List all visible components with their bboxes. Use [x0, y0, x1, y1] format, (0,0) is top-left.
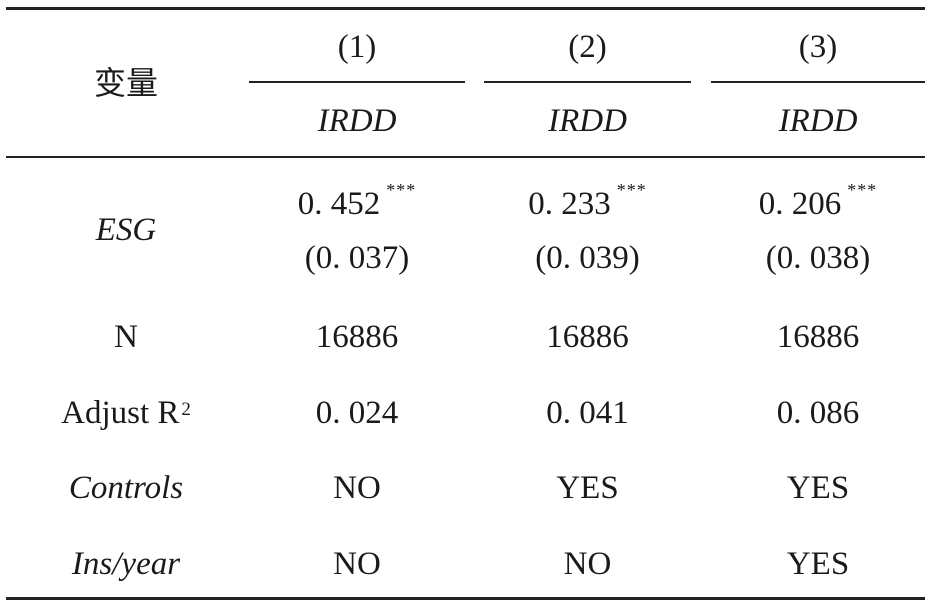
r2-value-1: 0. 024	[315, 394, 399, 431]
esg-se-2: (0. 039)	[535, 239, 640, 276]
esg-label: ESG	[95, 211, 157, 248]
column-3-underline	[711, 81, 925, 83]
r2-value-2: 0. 041	[546, 394, 629, 431]
n-value-3: 16886	[776, 318, 860, 355]
n-value-1: 16886	[315, 318, 399, 355]
top-rule	[6, 7, 925, 10]
esg-coef-3: 0. 206 ***	[711, 180, 925, 224]
ins-year-value-1: NO	[333, 545, 381, 582]
column-2-number: (2)	[568, 28, 607, 65]
controls-label: Controls	[68, 469, 184, 506]
controls-value-1: NO	[333, 469, 381, 506]
column-2-dependent: IRDD	[548, 102, 627, 139]
esg-coef-1: 0. 452 ***	[249, 180, 465, 224]
column-1-number: (1)	[337, 28, 377, 65]
bottom-rule	[6, 597, 925, 600]
ins-year-value-2: NO	[563, 545, 612, 582]
r2-label-superscript: 2	[181, 398, 191, 420]
ins-year-value-3: YES	[786, 545, 850, 582]
r2-label-text: Adjust R	[61, 394, 180, 431]
esg-coef-2: 0. 233 ***	[484, 180, 691, 224]
variable-header: 变量	[93, 64, 158, 102]
esg-coef-2-stars: ***	[616, 180, 647, 200]
r2-value-3: 0. 086	[776, 394, 860, 431]
column-1-dependent: IRDD	[317, 102, 397, 139]
column-3-number: (3)	[798, 28, 838, 65]
esg-coef-3-stars: ***	[847, 180, 878, 200]
esg-se-3: (0. 038)	[765, 239, 871, 276]
header-rule	[6, 156, 925, 158]
n-label: N	[114, 318, 138, 355]
esg-coef-3-value: 0. 206	[758, 185, 842, 222]
esg-coef-2-value: 0. 233	[528, 185, 611, 222]
column-2-underline	[484, 81, 691, 83]
esg-se-1: (0. 037)	[304, 239, 410, 276]
esg-coef-1-stars: ***	[386, 180, 417, 200]
controls-value-3: YES	[786, 469, 850, 506]
controls-value-2: YES	[556, 469, 619, 506]
column-1-underline	[249, 81, 465, 83]
column-3-dependent: IRDD	[778, 102, 858, 139]
n-value-2: 16886	[546, 318, 629, 355]
ins-year-label: Ins/year	[71, 545, 181, 582]
esg-coef-1-value: 0. 452	[297, 185, 381, 222]
